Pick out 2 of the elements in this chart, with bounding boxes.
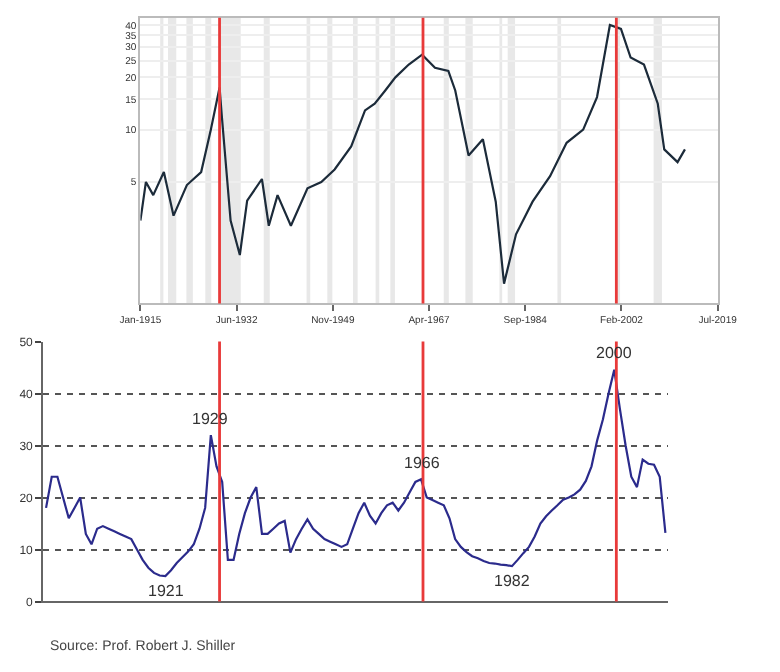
annotation: 1921 [148, 582, 185, 600]
annotation: 1982 [494, 572, 531, 590]
